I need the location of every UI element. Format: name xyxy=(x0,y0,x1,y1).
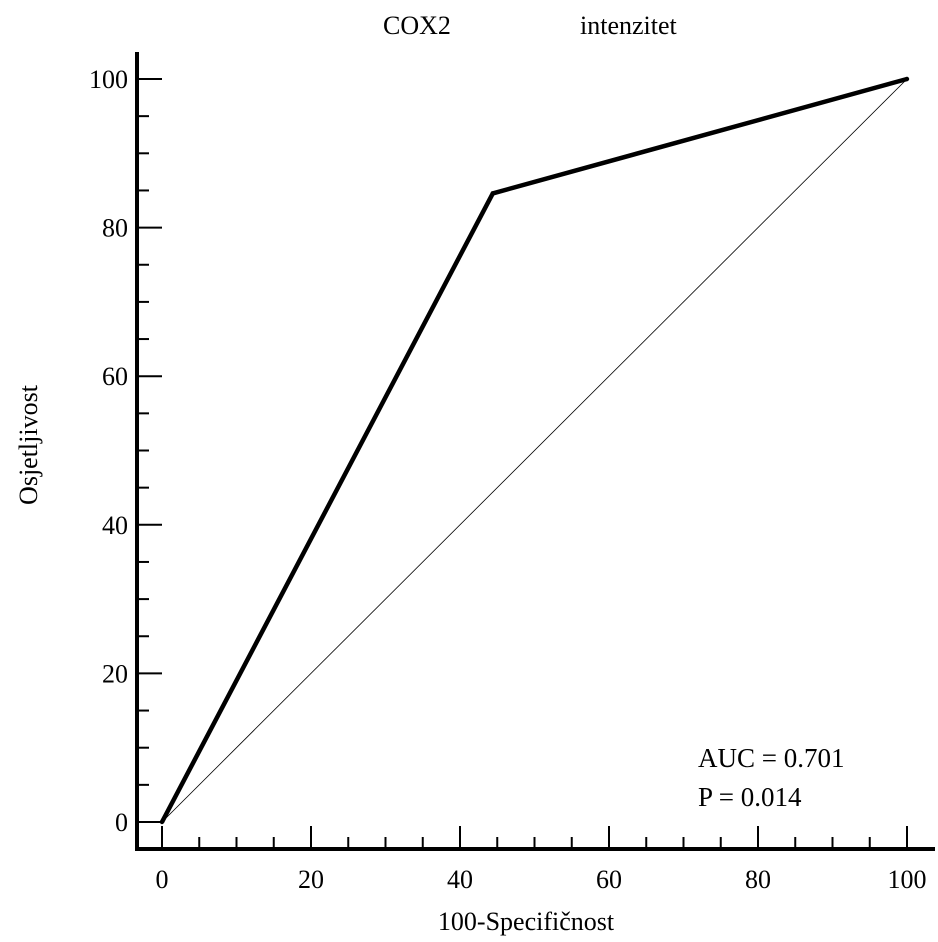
ticks-layer xyxy=(137,78,908,849)
x-axis-title: 100-Specifičnost xyxy=(438,907,615,936)
p-value-annotation: P = 0.014 xyxy=(698,782,802,812)
y-tick-label: 40 xyxy=(102,511,128,540)
y-tick-label: 100 xyxy=(89,65,128,94)
chart-title-part-1: COX2 xyxy=(383,11,451,40)
x-tick-label: 100 xyxy=(888,865,927,894)
reference-diagonal-line xyxy=(161,78,908,823)
y-axis-title: Osjetljivost xyxy=(14,384,43,505)
x-tick-label: 20 xyxy=(298,865,324,894)
y-tick-label: 80 xyxy=(102,214,128,243)
y-tick-label: 0 xyxy=(115,808,128,837)
y-tick-label: 20 xyxy=(102,659,128,688)
x-tick-label: 40 xyxy=(447,865,473,894)
x-tick-label: 80 xyxy=(745,865,771,894)
auc-annotation: AUC = 0.701 xyxy=(698,743,844,773)
roc-point xyxy=(490,191,495,196)
roc-points-layer xyxy=(159,76,910,825)
x-tick-label: 60 xyxy=(596,865,622,894)
y-tick-label: 60 xyxy=(102,362,128,391)
x-tick-label: 0 xyxy=(156,865,169,894)
tick-labels-layer: 0 20 40 60 80 100 0 20 40 60 80 100 xyxy=(89,65,927,894)
chart-title-part-2: intenzitet xyxy=(580,11,678,40)
roc-point xyxy=(904,76,910,82)
roc-point xyxy=(159,819,165,825)
